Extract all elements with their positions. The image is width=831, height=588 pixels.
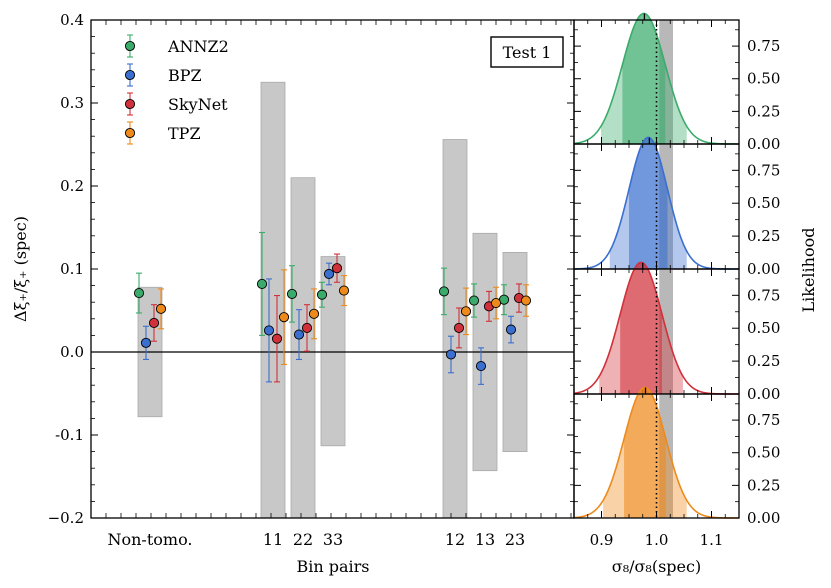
xtick-label: 13 [475,530,495,549]
point-skynet [331,263,343,274]
xtick-label: 33 [323,530,343,549]
legend-marker-annz2 [124,40,136,52]
ytick-label: 0.25 [747,227,780,245]
point-tpz [338,285,350,296]
x-axis-label: Bin pairs [296,557,369,576]
xtick-label: Non-tomo. [107,530,192,549]
likelihood-panels: 0.00 0.25 0.50 0.75 0.00 0.25 0.50 0.75 0.00 0.25… [573,12,818,576]
point-annz2 [438,286,450,297]
credible-region-68 [622,13,666,144]
ytick-label: 0.75 [747,286,780,304]
ytick-label: 0.00 [747,509,780,527]
xtick-label: 11 [263,530,283,549]
side-x-axis-label: σ₈/σ₈(spec) [612,557,701,576]
point-bpz [140,337,152,348]
point-tpz [520,295,532,306]
ytick-label: 0.25 [747,102,780,120]
ytick-label: −0.2 [48,509,84,527]
annotation-text: Test 1 [503,43,552,62]
point-tpz [460,306,472,317]
ytick-label: 0.50 [747,70,780,88]
y-axis-label: Δξ₊/ξ₊ (spec) [11,216,30,322]
legend-marker-tpz [124,127,136,139]
ytick-label: 0.2 [60,177,84,195]
credible-region-68 [624,387,666,518]
point-bpz [293,329,305,340]
point-annz2 [256,278,268,289]
ytick-label: 0.1 [60,260,84,278]
point-skynet [453,322,465,333]
ytick-label: 0.00 [747,260,780,278]
point-bpz [445,349,457,360]
annotation-box [490,36,564,68]
ytick-label: 0.75 [747,411,780,429]
likelihood-panel-skynet: 0.00 0.25 0.50 0.75 [573,261,780,403]
ytick-label: -0.1 [55,426,84,444]
point-tpz [278,312,290,323]
point-annz2 [468,295,480,306]
ytick-label: 0.75 [747,37,780,55]
ytick-label: 0.0 [60,343,84,361]
ytick-label: 0.4 [60,11,84,29]
point-tpz [490,297,502,309]
ytick-label: 0.50 [747,444,780,462]
point-skynet [148,317,160,329]
xtick-label: 23 [505,530,525,549]
likelihood-panel-annz2: 0.00 0.25 0.50 0.75 [573,12,780,153]
legend-marker-bpz [124,69,136,81]
legend-label-bpz: BPZ [168,66,202,85]
point-annz2 [286,288,298,299]
side-xtick-label: 1.0 [645,531,669,549]
ytick-label: 0.3 [60,94,84,112]
xtick-label: 22 [293,530,313,549]
point-skynet [301,322,313,333]
spec-band-11 [260,81,286,519]
point-bpz [323,268,335,280]
credible-region-68 [629,137,668,269]
ytick-label: 0.50 [747,194,780,212]
spec-band-33 [320,256,346,447]
legend-label-annz2: ANNZ2 [167,37,229,56]
point-annz2 [316,289,328,300]
legend-label-tpz: TPZ [168,124,201,143]
ytick-label: 0.00 [747,385,780,403]
xtick-label: 12 [445,530,465,549]
ytick-label: 0.00 [747,135,780,153]
ytick-label: 0.75 [747,161,780,179]
side-xtick-label: 0.9 [590,531,614,549]
point-tpz [155,303,167,314]
credible-region-68 [620,262,662,394]
point-skynet [271,333,283,344]
point-bpz [263,325,275,336]
legend-marker-skynet [124,98,136,110]
likelihood-panel-tpz: 0.00 0.25 0.50 0.75 [573,386,780,527]
main-panel: −0.2 -0.1 0.0 0.1 0.2 0.3 0.4 Non-tomo. 11 22 33 12… [11,11,575,576]
ytick-label: 0.25 [747,476,780,494]
point-tpz [308,308,320,319]
ytick-label: 0.25 [747,352,780,370]
point-annz2 [133,288,145,299]
ytick-label: 0.50 [747,319,780,337]
spec-band-22 [290,177,316,519]
side-y-axis-label: Likelihood [799,228,818,313]
point-bpz [505,324,517,335]
side-xtick-label: 1.1 [700,531,724,549]
point-bpz [475,361,487,372]
legend-label-skynet: SkyNet [168,95,228,114]
likelihood-panel-bpz: 0.00 0.25 0.50 0.75 [573,136,780,278]
